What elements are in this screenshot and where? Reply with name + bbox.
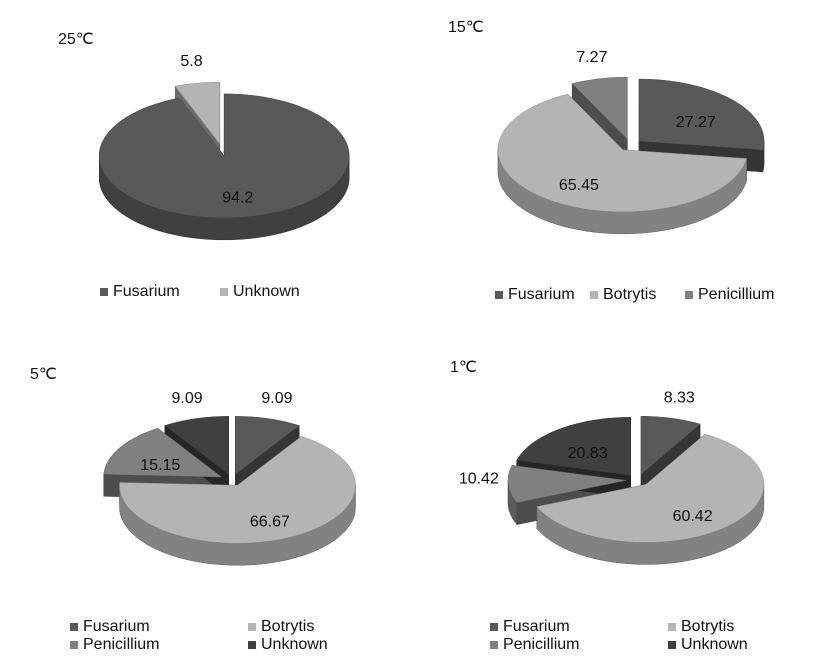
legend-label: Unknown (261, 636, 328, 653)
pie-slice (638, 78, 765, 151)
legend-label: Penicillium (83, 636, 159, 653)
pie-slice (571, 76, 628, 140)
pie-slice (516, 417, 631, 476)
pie-slice (235, 416, 300, 475)
pie-slice (164, 416, 229, 475)
data-label: 65.45 (559, 177, 599, 194)
legend-swatch (495, 291, 503, 299)
legend-swatch (248, 623, 256, 631)
data-label: 15.15 (140, 457, 180, 474)
data-label: 9.09 (171, 390, 202, 407)
data-label: 94.2 (222, 190, 253, 207)
legend-swatch (668, 641, 676, 649)
legend-swatch (685, 291, 693, 299)
legend-label: Botrytis (681, 618, 734, 635)
data-label: 5.8 (180, 53, 202, 70)
chart-title: 1℃ (450, 359, 477, 376)
legend-label: Botrytis (261, 618, 314, 635)
legend-label: Unknown (681, 636, 748, 653)
legend-label: Fusarium (503, 618, 570, 635)
chart-title: 15℃ (448, 19, 484, 36)
data-label: 66.67 (250, 513, 290, 530)
pie-slice (640, 416, 701, 475)
legend-label: Fusarium (113, 283, 180, 300)
legend-label: Unknown (233, 283, 300, 300)
data-label: 9.09 (261, 390, 292, 407)
legend-swatch (70, 641, 78, 649)
legend-swatch (590, 291, 598, 299)
data-label: 20.83 (568, 445, 608, 462)
pie-slice (98, 93, 350, 219)
data-label: 10.42 (459, 470, 499, 487)
legend-swatch (668, 623, 676, 631)
legend-swatch (100, 288, 108, 296)
legend-label: Penicillium (698, 286, 774, 303)
data-label: 27.27 (676, 114, 716, 131)
data-label: 60.42 (673, 508, 713, 525)
pie-slice (536, 433, 765, 543)
legend-label: Penicillium (503, 636, 579, 653)
pie-slice (103, 428, 223, 478)
pie-slice (174, 81, 221, 145)
pie-slice (119, 436, 356, 544)
chart-title: 5℃ (30, 366, 57, 383)
pie-slice (507, 465, 627, 503)
chart-title: 25℃ (58, 31, 94, 48)
legend-swatch (248, 641, 256, 649)
data-label: 8.33 (664, 389, 695, 406)
legend-swatch (490, 623, 498, 631)
legend-label: Botrytis (603, 286, 656, 303)
pie-slice (497, 93, 748, 213)
legend-swatch (220, 288, 228, 296)
legend-swatch (490, 641, 498, 649)
legend-label: Fusarium (83, 618, 150, 635)
data-label: 7.27 (576, 49, 607, 66)
legend-label: Fusarium (508, 286, 575, 303)
legend-swatch (70, 623, 78, 631)
